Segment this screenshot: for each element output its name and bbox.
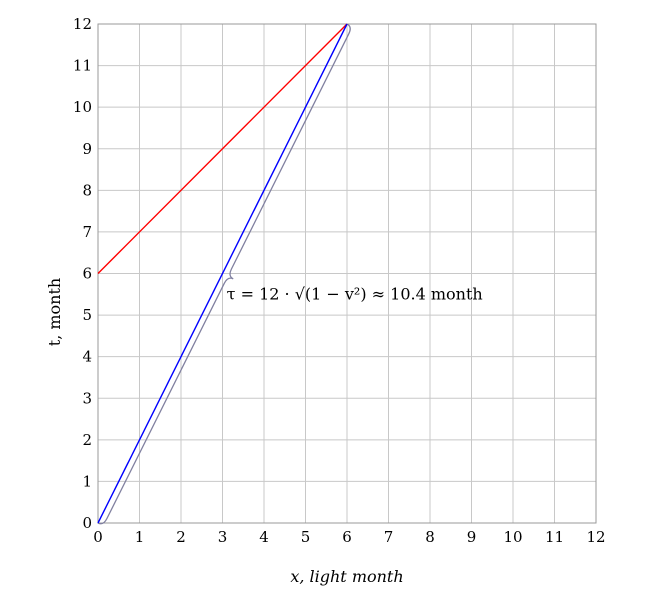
y-tick-label: 5 <box>82 306 92 324</box>
proper-time-brace <box>97 23 351 525</box>
x-tick-label: 9 <box>467 528 477 546</box>
y-tick-label: 9 <box>82 140 92 158</box>
y-tick-label: 1 <box>82 472 92 490</box>
y-tick-label: 4 <box>82 348 92 366</box>
x-tick-label: 0 <box>93 528 103 546</box>
y-tick-label: 8 <box>82 181 92 199</box>
x-tick-label: 3 <box>218 528 228 546</box>
x-tick-label: 4 <box>259 528 269 546</box>
x-axis-label: x, light month <box>290 567 403 586</box>
y-tick-label: 0 <box>82 514 92 532</box>
x-tick-label: 1 <box>135 528 145 546</box>
y-tick-label: 10 <box>73 98 92 116</box>
y-tick-label: 7 <box>82 223 92 241</box>
x-tick-label: 10 <box>503 528 522 546</box>
y-tick-label: 11 <box>73 57 92 75</box>
y-tick-label: 12 <box>73 15 92 33</box>
red-worldline <box>97 23 348 274</box>
x-tick-label: 2 <box>176 528 186 546</box>
x-tick-label: 8 <box>425 528 435 546</box>
y-tick-label: 3 <box>82 389 92 407</box>
y-tick-label: 2 <box>82 431 92 449</box>
grid <box>97 23 597 524</box>
x-tick-label: 6 <box>342 528 352 546</box>
y-axis-label: t, month <box>45 278 64 346</box>
x-tick-label: 7 <box>384 528 394 546</box>
x-tick-label: 12 <box>586 528 605 546</box>
blue-worldline <box>97 23 348 524</box>
y-tick-label: 6 <box>82 265 92 283</box>
x-tick-label: 11 <box>545 528 564 546</box>
x-tick-label: 5 <box>301 528 311 546</box>
proper-time-annotation: τ = 12 · √(1 − v²) ≈ 10.4 month <box>227 284 483 303</box>
series-group <box>97 23 351 525</box>
